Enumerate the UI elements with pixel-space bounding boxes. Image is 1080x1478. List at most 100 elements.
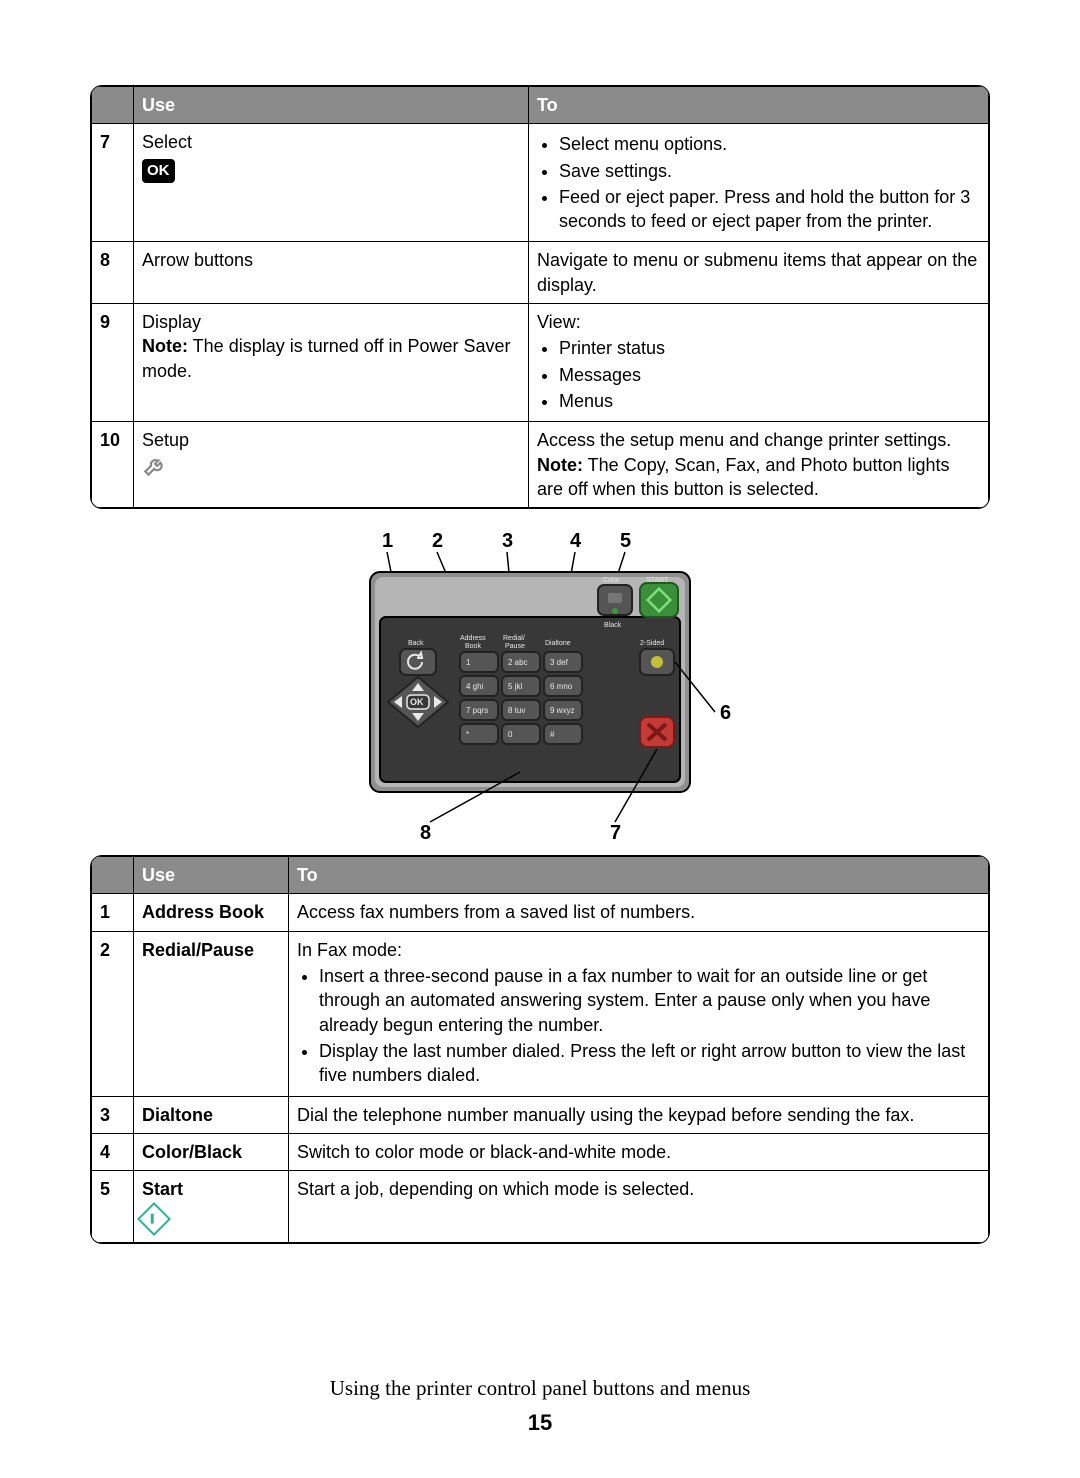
row-num: 7 bbox=[92, 124, 134, 242]
svg-text:3 def: 3 def bbox=[550, 658, 569, 667]
table-row: 5 Start Start a job, depending on which … bbox=[92, 1171, 989, 1243]
row-to: Access the setup menu and change printer… bbox=[529, 422, 989, 508]
use-bold: Start bbox=[142, 1179, 183, 1199]
row-to: Access fax numbers from a saved list of … bbox=[289, 894, 989, 931]
table-2: Use To 1 Address Book Access fax numbers… bbox=[90, 855, 990, 1244]
row-to: Navigate to menu or submenu items that a… bbox=[529, 242, 989, 304]
table-row: 2 Redial/Pause In Fax mode: Insert a thr… bbox=[92, 931, 989, 1096]
row-to: In Fax mode: Insert a three-second pause… bbox=[289, 931, 989, 1096]
ok-icon: OK bbox=[142, 159, 175, 183]
use-bold: Address Book bbox=[142, 902, 264, 922]
row-num: 8 bbox=[92, 242, 134, 304]
callout-5: 5 bbox=[620, 530, 631, 552]
to-lead: In Fax mode: bbox=[297, 940, 402, 960]
t1-head-use: Use bbox=[134, 87, 529, 124]
to-lead: View: bbox=[537, 312, 581, 332]
t2-head-to: To bbox=[289, 857, 989, 894]
t2-head-blank bbox=[92, 857, 134, 894]
row-use: Select OK bbox=[134, 124, 529, 242]
ok-key-label: OK bbox=[410, 697, 424, 707]
table-row: 8 Arrow buttons Navigate to menu or subm… bbox=[92, 242, 989, 304]
t2-head-use: Use bbox=[134, 857, 289, 894]
to-bullet: Insert a three-second pause in a fax num… bbox=[319, 964, 980, 1037]
to-bullet: Feed or eject paper. Press and hold the … bbox=[559, 185, 980, 234]
row-num: 9 bbox=[92, 304, 134, 422]
svg-text:0: 0 bbox=[508, 730, 513, 739]
t1-head-to: To bbox=[529, 87, 989, 124]
row-use: Dialtone bbox=[134, 1096, 289, 1133]
table-row: 4 Color/Black Switch to color mode or bl… bbox=[92, 1133, 989, 1170]
lbl-start: START bbox=[646, 577, 669, 584]
row-to: Select menu options. Save settings. Feed… bbox=[529, 124, 989, 242]
lbl-redial-line1: Redial/ bbox=[503, 635, 525, 642]
row-use: Arrow buttons bbox=[134, 242, 529, 304]
use-bold: Color/Black bbox=[142, 1142, 242, 1162]
callout-6: 6 bbox=[720, 702, 731, 724]
page-number: 15 bbox=[90, 1408, 990, 1438]
use-text: Setup bbox=[142, 430, 189, 450]
svg-text:7 pqrs: 7 pqrs bbox=[466, 706, 488, 715]
row-use: Setup bbox=[134, 422, 529, 508]
control-panel-svg: 1 2 3 4 5 bbox=[320, 527, 760, 847]
row-num: 3 bbox=[92, 1096, 134, 1133]
row-to: Switch to color mode or black-and-white … bbox=[289, 1133, 989, 1170]
svg-text:6 mno: 6 mno bbox=[550, 682, 573, 691]
lbl-addrbook-line2: Book bbox=[465, 643, 481, 650]
table-row: 9 Display Note: The display is turned of… bbox=[92, 304, 989, 422]
row-use: Redial/Pause bbox=[134, 931, 289, 1096]
lbl-black: Black bbox=[604, 622, 622, 629]
svg-text:*: * bbox=[466, 730, 469, 739]
to-text: Access the setup menu and change printer… bbox=[537, 430, 951, 450]
row-use: Display Note: The display is turned off … bbox=[134, 304, 529, 422]
svg-text:4 ghi: 4 ghi bbox=[466, 682, 484, 691]
to-bullet: Select menu options. bbox=[559, 132, 980, 156]
lbl-redial-line2: Pause bbox=[505, 643, 525, 650]
lbl-twosided: 2-Sided bbox=[640, 640, 664, 647]
lbl-back: Back bbox=[408, 640, 424, 647]
callout-8: 8 bbox=[420, 822, 431, 844]
use-bold: Dialtone bbox=[142, 1105, 213, 1125]
t1-head-blank bbox=[92, 87, 134, 124]
wrench-icon bbox=[142, 459, 168, 484]
table-row: 10 Setup Access the setup menu and chang… bbox=[92, 422, 989, 508]
note-text: The Copy, Scan, Fax, and Photo button li… bbox=[537, 455, 950, 499]
lbl-dialtone: Dialtone bbox=[545, 640, 571, 647]
start-diamond-icon bbox=[137, 1202, 171, 1236]
use-text: Select bbox=[142, 132, 192, 152]
to-bullet: Save settings. bbox=[559, 159, 980, 183]
callout-7: 7 bbox=[610, 822, 621, 844]
callout-4: 4 bbox=[570, 530, 582, 552]
row-to: Start a job, depending on which mode is … bbox=[289, 1171, 989, 1243]
note-label: Note: bbox=[537, 455, 583, 475]
svg-text:1: 1 bbox=[466, 658, 471, 667]
table-row: 3 Dialtone Dial the telephone number man… bbox=[92, 1096, 989, 1133]
use-bold: Redial/Pause bbox=[142, 940, 254, 960]
to-bullet: Printer status bbox=[559, 336, 980, 360]
callout-3: 3 bbox=[502, 530, 513, 552]
table-row: 1 Address Book Access fax numbers from a… bbox=[92, 894, 989, 931]
to-bullet: Menus bbox=[559, 389, 980, 413]
row-num: 10 bbox=[92, 422, 134, 508]
note-label: Note: bbox=[142, 336, 188, 356]
svg-text:8 tuv: 8 tuv bbox=[508, 706, 525, 715]
row-use: Start bbox=[134, 1171, 289, 1243]
to-bullet: Messages bbox=[559, 363, 980, 387]
table-row: 7 Select OK Select menu options. Save se… bbox=[92, 124, 989, 242]
callout-1: 1 bbox=[382, 530, 393, 552]
note-text: The display is turned off in Power Saver… bbox=[142, 336, 511, 380]
svg-text:#: # bbox=[550, 730, 555, 739]
use-text: Display bbox=[142, 312, 201, 332]
row-num: 4 bbox=[92, 1133, 134, 1170]
callout-2: 2 bbox=[432, 530, 443, 552]
lbl-color: Color bbox=[603, 577, 620, 584]
row-num: 1 bbox=[92, 894, 134, 931]
row-use: Address Book bbox=[134, 894, 289, 931]
row-to: View: Printer status Messages Menus bbox=[529, 304, 989, 422]
table-1: Use To 7 Select OK Select menu options. … bbox=[90, 85, 990, 509]
svg-text:5 jkl: 5 jkl bbox=[508, 682, 522, 691]
lbl-addrbook-line1: Address bbox=[460, 635, 486, 642]
footer-caption: Using the printer control panel buttons … bbox=[90, 1374, 990, 1402]
svg-text:2 abc: 2 abc bbox=[508, 658, 528, 667]
to-bullet: Display the last number dialed. Press th… bbox=[319, 1039, 980, 1088]
row-to: Dial the telephone number manually using… bbox=[289, 1096, 989, 1133]
